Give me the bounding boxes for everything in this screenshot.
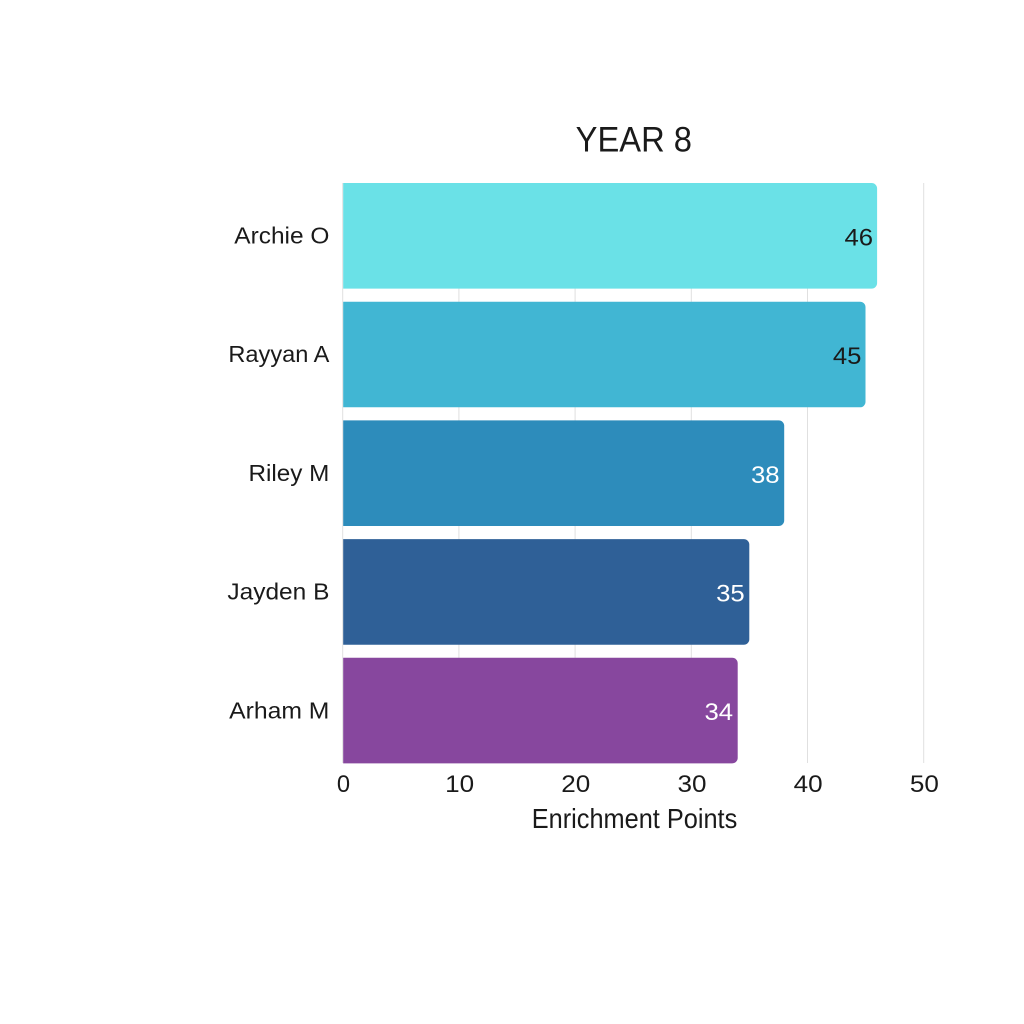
svg-text:Enrichment Points: Enrichment Points [532,803,738,834]
svg-text:45: 45 [833,343,862,370]
svg-text:Riley M: Riley M [249,460,330,486]
svg-text:30: 30 [678,771,707,798]
svg-text:Arham M: Arham M [229,697,329,723]
svg-text:46: 46 [845,224,874,251]
svg-text:Jayden B: Jayden B [227,579,329,605]
svg-text:35: 35 [716,581,745,608]
svg-text:0: 0 [337,771,350,798]
svg-text:50: 50 [910,771,939,798]
svg-text:40: 40 [794,771,823,798]
svg-text:38: 38 [751,462,780,489]
svg-text:10: 10 [445,771,474,798]
svg-text:Archie O: Archie O [234,223,329,249]
svg-text:Rayyan A: Rayyan A [228,341,329,367]
svg-text:YEAR 8: YEAR 8 [576,121,692,160]
svg-text:34: 34 [705,699,734,726]
svg-text:20: 20 [561,771,590,798]
